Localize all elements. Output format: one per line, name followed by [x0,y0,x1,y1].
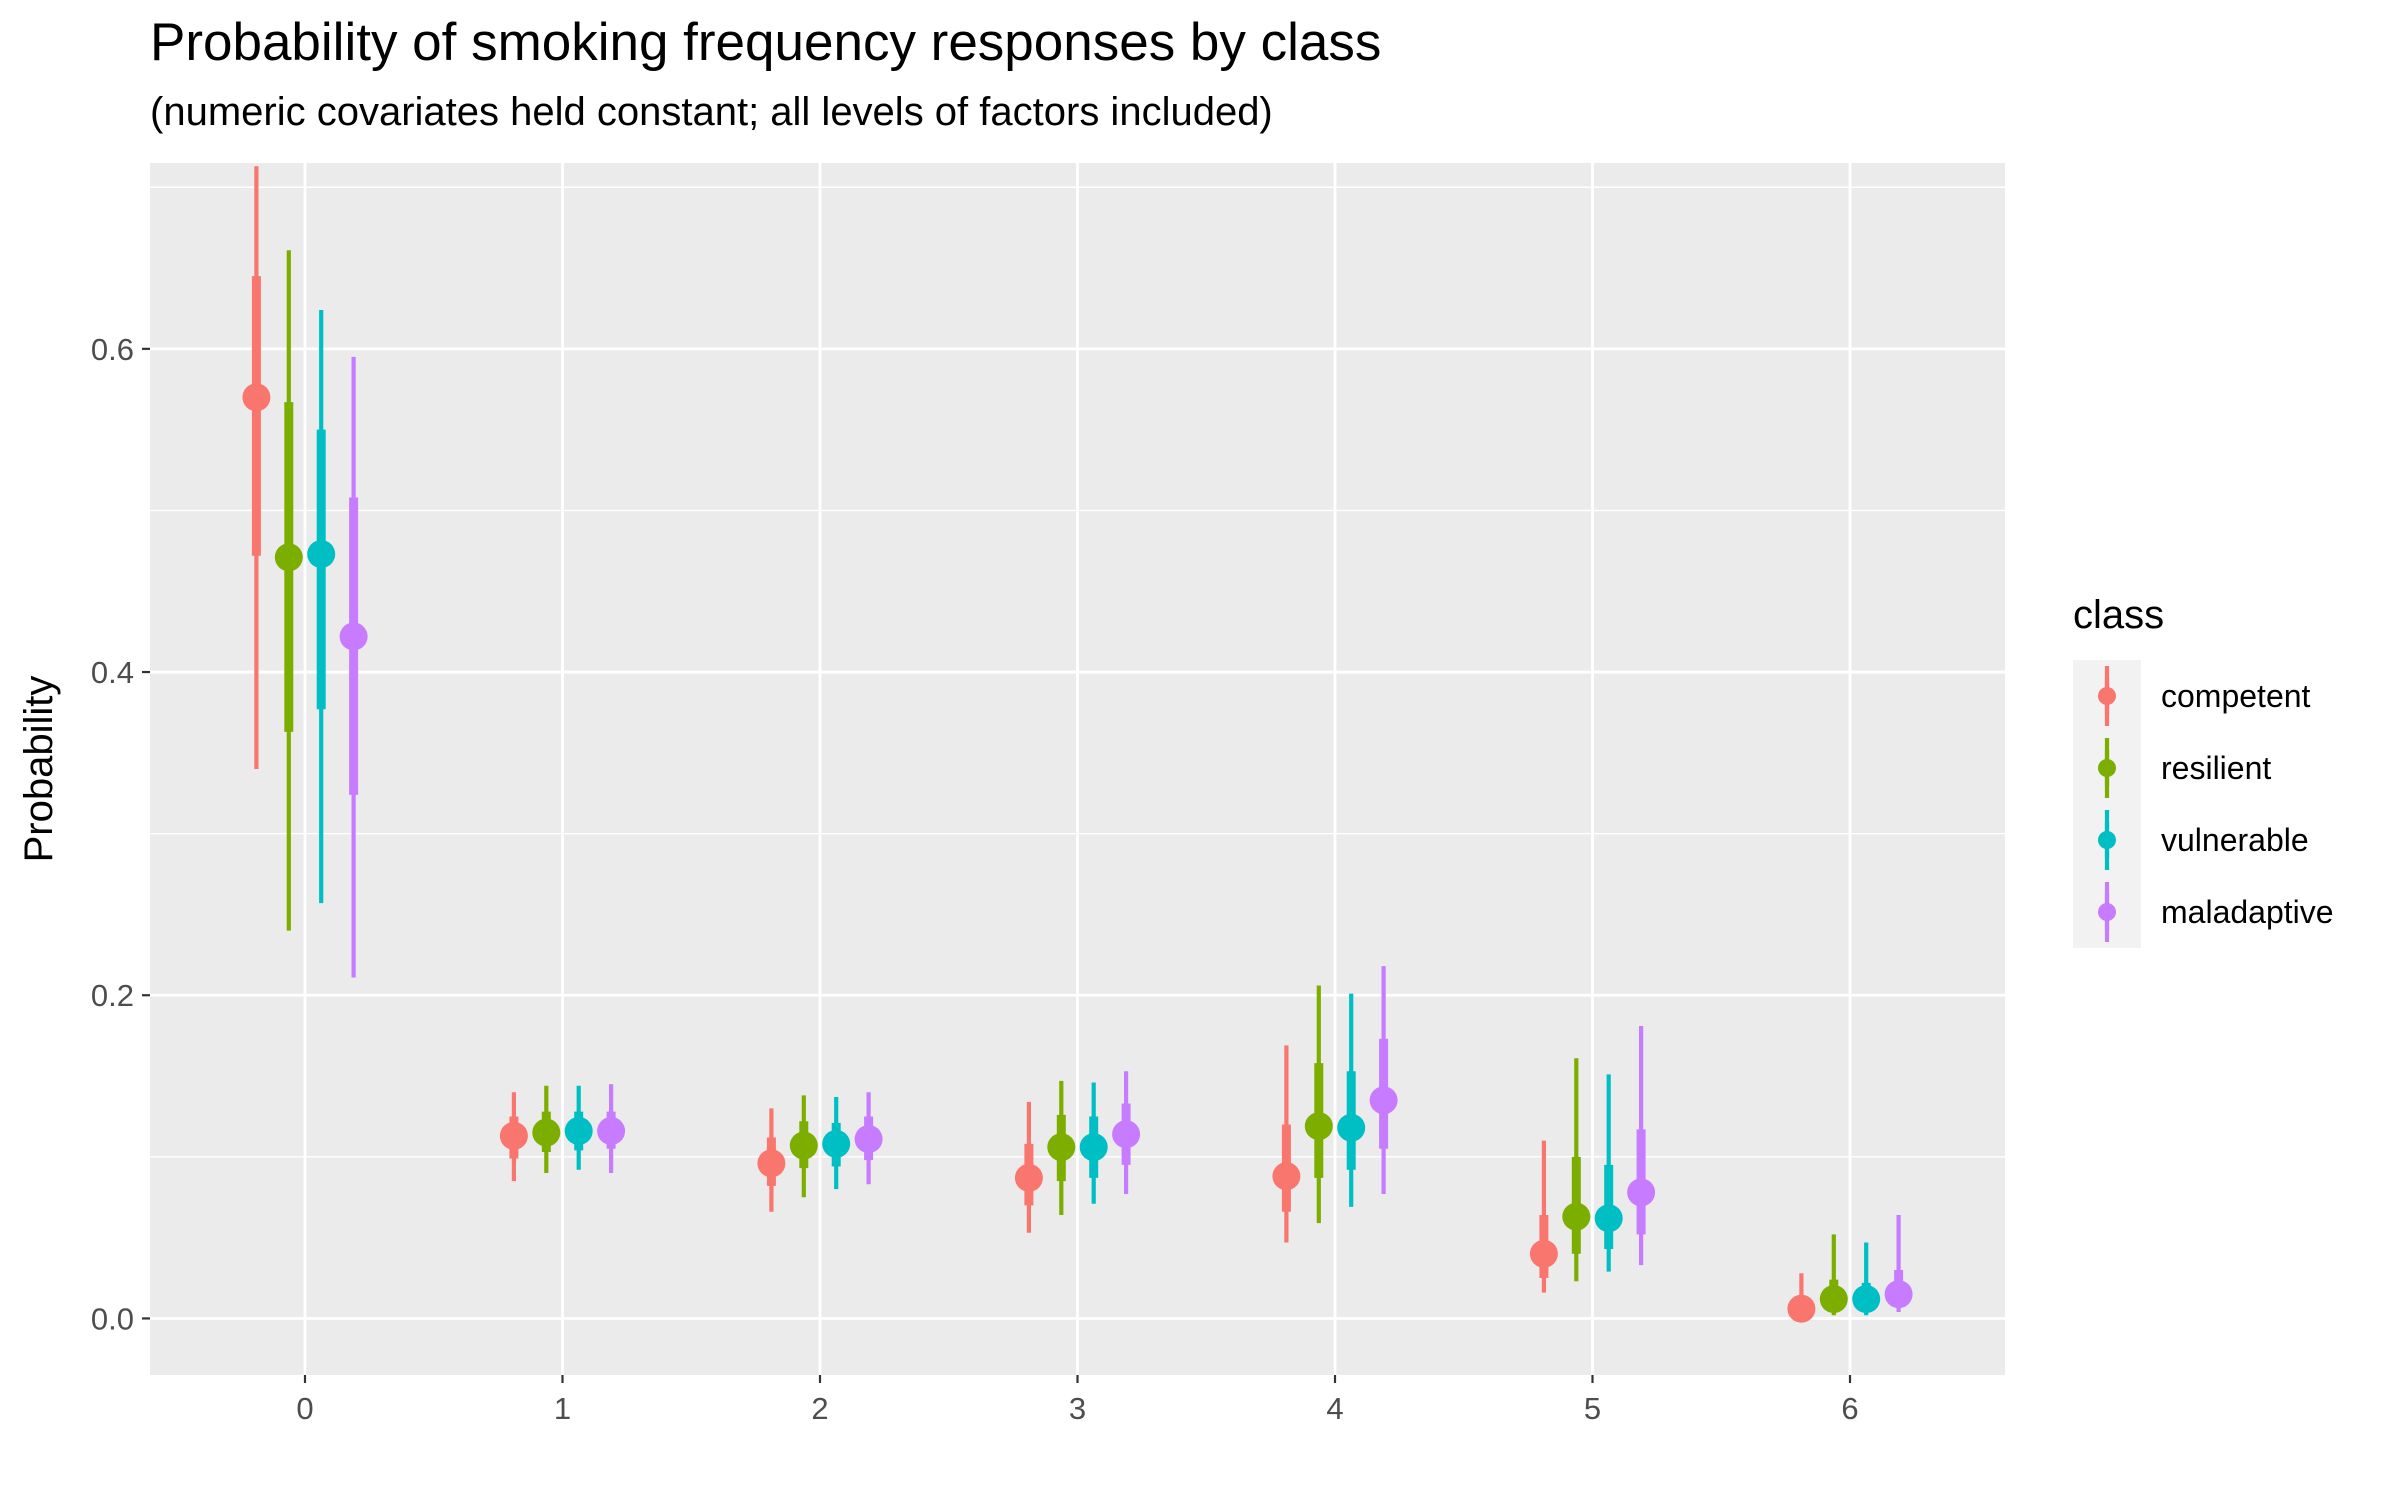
point-resilient [789,1131,818,1160]
point-resilient [532,1118,561,1147]
legend-key-point [2098,903,2116,921]
point-vulnerable [822,1129,851,1158]
point-vulnerable [1337,1113,1366,1142]
point-resilient [1819,1285,1848,1314]
point-competent [1014,1163,1043,1192]
point-maladaptive [339,622,368,651]
y-axis-label: Probability [17,676,61,863]
data-marks [242,166,1913,1323]
x-tick-label: 4 [1326,1391,1343,1426]
legend-title: class [2073,593,2164,637]
y-tick-label: 0.6 [91,332,134,367]
point-vulnerable [1594,1204,1623,1233]
chart-title: Probability of smoking frequency respons… [150,13,1382,72]
point-vulnerable [1079,1133,1108,1162]
x-tick-label: 3 [1069,1391,1086,1426]
y-tick-label: 0.2 [91,978,134,1013]
point-maladaptive [1884,1280,1913,1309]
point-competent [1272,1162,1301,1191]
legend-key-point [2098,687,2116,705]
legend-label: competent [2161,678,2311,714]
point-resilient [1304,1112,1333,1141]
point-maladaptive [1627,1178,1656,1207]
point-maladaptive [1112,1120,1141,1149]
x-tick-label: 2 [811,1391,828,1426]
point-maladaptive [854,1125,883,1154]
legend-label: resilient [2161,750,2271,786]
legend-label: maladaptive [2161,894,2334,930]
legend-label: vulnerable [2161,822,2309,858]
point-maladaptive [597,1116,626,1145]
point-resilient [1562,1202,1591,1231]
point-competent [757,1149,786,1178]
point-competent [499,1121,528,1150]
axes: 0.0 0.2 0.4 0.6 0 1 2 3 4 5 6 [91,332,1859,1426]
point-vulnerable [564,1116,593,1145]
point-competent [1529,1239,1558,1268]
legend: class competent resilient vulnerable malada… [2073,593,2334,948]
x-tick-label: 1 [554,1391,571,1426]
x-tick-label: 5 [1584,1391,1601,1426]
x-tick-label: 0 [296,1391,313,1426]
chart-subtitle: (numeric covariates held constant; all l… [150,90,1273,134]
y-tick-label: 0.0 [91,1301,134,1336]
y-tick-label: 0.4 [91,655,134,690]
point-resilient [274,543,303,572]
major-gridlines [150,163,2005,1375]
legend-key-point [2098,831,2116,849]
point-vulnerable [1852,1285,1881,1314]
x-tick-label: 6 [1841,1391,1858,1426]
legend-key-point [2098,759,2116,777]
point-resilient [1047,1133,1076,1162]
point-competent [1787,1294,1816,1323]
point-competent [242,383,271,412]
point-maladaptive [1369,1086,1398,1115]
point-vulnerable [307,540,336,569]
